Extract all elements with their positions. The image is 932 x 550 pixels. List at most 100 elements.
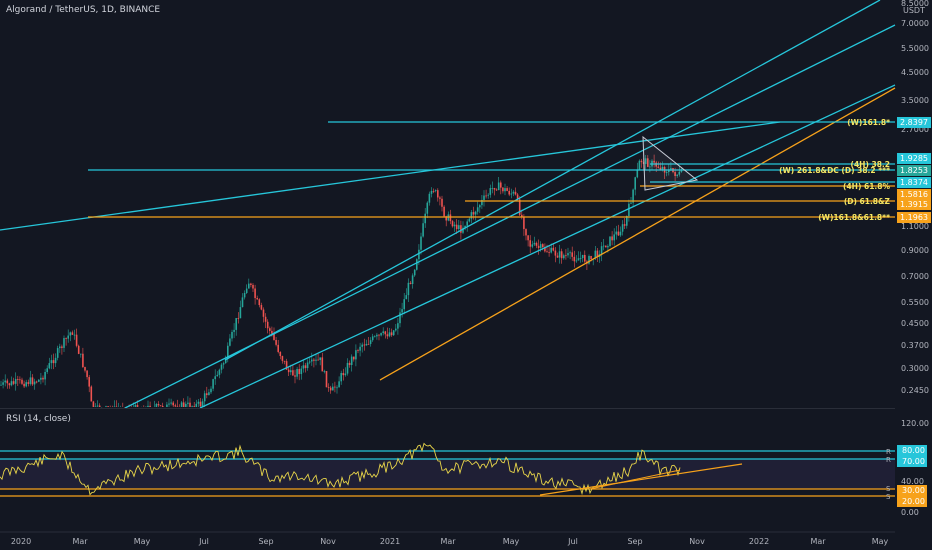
candle-body [502,187,504,192]
candle-body [430,190,433,194]
candle-body [491,188,494,189]
price-tick: 3.5000 [901,96,929,105]
candle-body [493,188,496,190]
candle-body [542,244,544,248]
candle-body [371,336,374,341]
candle-body [678,171,681,175]
candle-body [161,405,164,407]
candle-body [134,405,137,407]
candle-body [332,386,334,391]
candle-body [420,236,422,250]
candle-body [38,379,40,382]
candle-body [67,335,69,339]
candle-body [71,332,74,335]
candle-body [657,166,660,168]
time-tick: Mar [72,537,88,546]
price-levels [88,121,895,218]
candle-body [222,363,225,365]
candle-body [149,405,151,407]
candle-body [254,288,256,299]
candle-body [172,402,174,406]
candle-body [348,362,351,366]
time-tick: 2022 [749,537,769,546]
price-tag-bg [897,199,931,210]
candle-body [476,207,479,212]
candle-body [231,331,233,339]
candle-body [185,403,187,407]
candle-body [588,255,590,264]
candle-body [361,344,363,347]
candle-body [174,405,177,407]
candle-body [602,245,605,247]
time-tick: Nov [320,537,336,546]
candle-body [426,202,429,214]
rsi-tag: 70.00 [902,457,925,466]
fib-label: (W)161.8* [847,118,890,127]
candle-body [613,234,615,241]
candle-body [567,253,569,256]
candle-body [189,402,191,407]
rsi-tag-bg [897,496,927,507]
candle-body [521,214,523,218]
candle-body [258,299,261,306]
rsi-letter: R [886,456,891,464]
rsi-title: RSI (14, close) [6,414,71,424]
candle-body [262,309,265,317]
candle-body [336,387,338,389]
candle-body [321,357,324,372]
price-tick: 0.3000 [901,364,929,373]
candle-body [636,169,639,178]
candle-body [323,371,326,372]
candle-body [424,213,426,224]
fib-label: (D) 61.8&Z [844,197,891,206]
support-trendline [379,87,896,381]
candle-body [434,190,437,192]
candle-body [342,373,345,376]
candle-body [296,369,298,377]
candle-body [596,250,599,257]
candle-body [10,381,13,386]
rsi-tick: 120.00 [901,419,929,428]
candle-body [422,223,424,237]
candle-body [464,225,466,228]
candle-body [451,221,454,227]
candle-body [245,288,248,294]
candle-body [680,170,683,172]
candle-body [279,351,282,357]
candle-body [590,255,592,259]
rsi-letters: R R S S [886,448,891,501]
candle-body [212,379,214,389]
rsi-panel [0,442,895,497]
candle-body [290,370,292,373]
candle-body [273,333,275,340]
candle-body [537,245,540,248]
candle-body [474,211,477,215]
rsi-letter: R [886,448,891,456]
candle-body [56,348,59,358]
candle-body [500,182,502,188]
candle-body [632,189,634,203]
candle-body [168,403,170,405]
candle-body [363,344,366,346]
rsi-tag: 20.00 [902,497,925,506]
candle-body [264,316,267,322]
price-tag: 1.5816 [900,190,928,199]
candle-body [670,168,672,170]
candle-body [271,330,273,334]
candle-body [33,381,36,385]
price-tag: 2.8397 [900,118,928,127]
candle-body [483,195,485,200]
candle-body [516,194,519,200]
candle-body [302,365,305,369]
candle-body [98,405,101,407]
price-axis[interactable]: 8.5000 USDT 7.0000 5.5000 4.5000 3.5000 … [901,0,929,517]
candle-body [449,214,452,222]
candle-body [565,255,567,257]
pane-separator[interactable] [0,408,895,409]
price-tick: 5.5000 [901,44,929,53]
time-axis[interactable]: 2020 Mar May Jul Sep Nov 2021 Mar May Ju… [11,537,889,546]
candle-body [399,312,401,324]
candle-body [468,218,471,222]
candle-body [214,376,216,380]
